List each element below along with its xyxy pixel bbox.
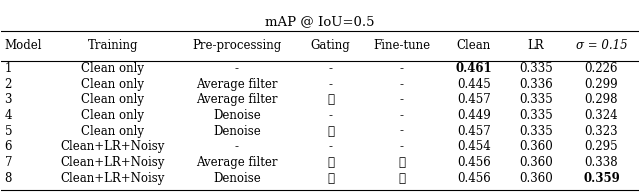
- Text: 0.457: 0.457: [457, 93, 491, 106]
- Text: 0.336: 0.336: [519, 78, 553, 91]
- Text: ✓: ✓: [327, 171, 334, 184]
- Text: 0.324: 0.324: [584, 109, 618, 122]
- Text: -: -: [328, 78, 333, 91]
- Text: 0.454: 0.454: [457, 140, 491, 153]
- Text: 0.449: 0.449: [457, 109, 491, 122]
- Text: ✓: ✓: [327, 156, 334, 169]
- Text: σ = 0.15: σ = 0.15: [575, 39, 627, 52]
- Text: -: -: [399, 140, 403, 153]
- Text: 0.335: 0.335: [519, 125, 553, 138]
- Text: -: -: [399, 93, 403, 106]
- Text: -: -: [235, 140, 239, 153]
- Text: ✓: ✓: [398, 171, 405, 184]
- Text: 0.360: 0.360: [519, 156, 553, 169]
- Text: Clean only: Clean only: [81, 62, 145, 75]
- Text: ✓: ✓: [398, 156, 405, 169]
- Text: Training: Training: [88, 39, 138, 52]
- Text: 0.457: 0.457: [457, 125, 491, 138]
- Text: Denoise: Denoise: [213, 125, 260, 138]
- Text: 0.360: 0.360: [519, 140, 553, 153]
- Text: Clean+LR+Noisy: Clean+LR+Noisy: [61, 156, 165, 169]
- Text: Clean only: Clean only: [81, 125, 145, 138]
- Text: -: -: [328, 62, 333, 75]
- Text: 5: 5: [4, 125, 12, 138]
- Text: -: -: [399, 109, 403, 122]
- Text: 0.461: 0.461: [456, 62, 492, 75]
- Text: 0.298: 0.298: [585, 93, 618, 106]
- Text: -: -: [399, 125, 403, 138]
- Text: 0.360: 0.360: [519, 171, 553, 184]
- Text: Average filter: Average filter: [196, 93, 278, 106]
- Text: 4: 4: [4, 109, 12, 122]
- Text: Average filter: Average filter: [196, 156, 278, 169]
- Text: LR: LR: [527, 39, 544, 52]
- Text: 0.335: 0.335: [519, 93, 553, 106]
- Text: Denoise: Denoise: [213, 171, 260, 184]
- Text: -: -: [328, 140, 333, 153]
- Text: 0.338: 0.338: [584, 156, 618, 169]
- Text: 8: 8: [4, 171, 12, 184]
- Text: 3: 3: [4, 93, 12, 106]
- Text: Gating: Gating: [311, 39, 351, 52]
- Text: -: -: [328, 109, 333, 122]
- Text: 0.295: 0.295: [584, 140, 618, 153]
- Text: -: -: [399, 78, 403, 91]
- Text: Average filter: Average filter: [196, 78, 278, 91]
- Text: 1: 1: [4, 62, 12, 75]
- Text: 0.359: 0.359: [583, 171, 620, 184]
- Text: ✓: ✓: [327, 93, 334, 106]
- Text: Clean: Clean: [457, 39, 491, 52]
- Text: -: -: [235, 62, 239, 75]
- Text: 0.226: 0.226: [585, 62, 618, 75]
- Text: 0.445: 0.445: [457, 78, 491, 91]
- Text: ✓: ✓: [327, 125, 334, 138]
- Text: 0.456: 0.456: [457, 156, 491, 169]
- Text: 0.335: 0.335: [519, 109, 553, 122]
- Text: 0.335: 0.335: [519, 62, 553, 75]
- Text: Model: Model: [4, 39, 42, 52]
- Text: 0.323: 0.323: [584, 125, 618, 138]
- Text: 2: 2: [4, 78, 12, 91]
- Text: Pre-processing: Pre-processing: [192, 39, 282, 52]
- Text: Clean only: Clean only: [81, 109, 145, 122]
- Text: mAP @ IoU=0.5: mAP @ IoU=0.5: [265, 15, 375, 28]
- Text: Denoise: Denoise: [213, 109, 260, 122]
- Text: 6: 6: [4, 140, 12, 153]
- Text: Clean+LR+Noisy: Clean+LR+Noisy: [61, 140, 165, 153]
- Text: -: -: [399, 62, 403, 75]
- Text: Clean only: Clean only: [81, 93, 145, 106]
- Text: Clean only: Clean only: [81, 78, 145, 91]
- Text: Clean+LR+Noisy: Clean+LR+Noisy: [61, 171, 165, 184]
- Text: 0.299: 0.299: [584, 78, 618, 91]
- Text: 0.456: 0.456: [457, 171, 491, 184]
- Text: 7: 7: [4, 156, 12, 169]
- Text: Fine-tune: Fine-tune: [373, 39, 430, 52]
